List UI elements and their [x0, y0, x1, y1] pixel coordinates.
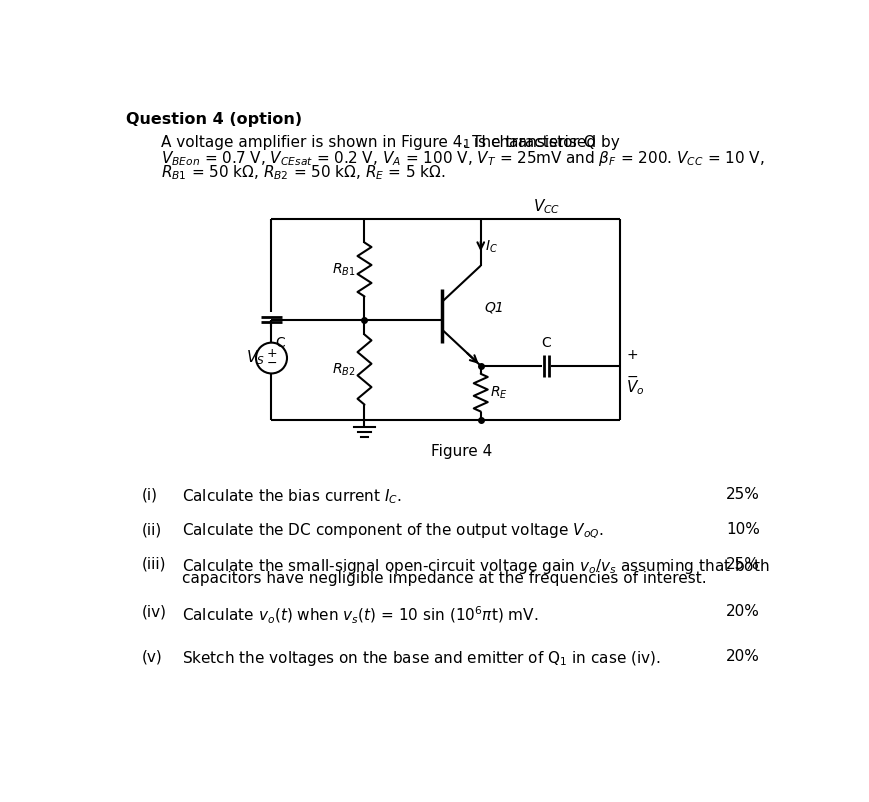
Text: Question 4 (option): Question 4 (option) [126, 111, 302, 127]
Text: Q1: Q1 [484, 301, 504, 315]
Text: 20%: 20% [725, 605, 759, 619]
Text: 20%: 20% [725, 649, 759, 664]
Text: (v): (v) [141, 649, 162, 664]
Text: Calculate $v_o(t)$ when $v_s(t)$ = 10 sin (10$^6\pi$t) mV.: Calculate $v_o(t)$ when $v_s(t)$ = 10 si… [182, 605, 538, 626]
Text: Calculate the DC component of the output voltage $V_{oQ}$.: Calculate the DC component of the output… [182, 522, 603, 541]
Text: Calculate the bias current $I_C$.: Calculate the bias current $I_C$. [182, 488, 402, 506]
Text: 25%: 25% [725, 488, 759, 502]
Text: $R_{B1}$: $R_{B1}$ [331, 261, 355, 277]
Text: capacitors have negligible impedance at the frequencies of interest.: capacitors have negligible impedance at … [182, 571, 706, 586]
Text: $I_C$: $I_C$ [484, 238, 497, 254]
Text: +: + [626, 348, 637, 362]
Text: 1: 1 [462, 138, 470, 151]
Text: $V_{BEon}$ = 0.7 V, $V_{CEsat}$ = 0.2 V, $V_A$ = 100 V, $V_T$ = 25mV and $\beta_: $V_{BEon}$ = 0.7 V, $V_{CEsat}$ = 0.2 V,… [162, 148, 765, 168]
Text: (iii): (iii) [141, 557, 166, 572]
Text: Figure 4: Figure 4 [430, 444, 492, 460]
Text: C: C [541, 336, 551, 350]
Text: $R_E$: $R_E$ [489, 384, 507, 401]
Text: $V_o$: $V_o$ [626, 378, 644, 397]
Text: (i): (i) [141, 488, 157, 502]
Text: Calculate the small-signal open-circuit voltage gain $v_o/v_s$ assuming that bot: Calculate the small-signal open-circuit … [182, 557, 769, 576]
Text: is characterised by: is characterised by [468, 135, 620, 150]
Text: (ii): (ii) [141, 522, 162, 537]
Text: $V_{CC}$: $V_{CC}$ [533, 196, 561, 216]
Text: −: − [626, 370, 637, 383]
Text: (iv): (iv) [141, 605, 166, 619]
Text: $R_{B1}$ = 50 kΩ, $R_{B2}$ = 50 kΩ, $R_E$ = 5 kΩ.: $R_{B1}$ = 50 kΩ, $R_{B2}$ = 50 kΩ, $R_E… [162, 164, 446, 182]
Text: 25%: 25% [725, 557, 759, 572]
Text: $R_{B2}$: $R_{B2}$ [331, 362, 355, 378]
Text: $V_S$: $V_S$ [246, 349, 265, 367]
Text: Sketch the voltages on the base and emitter of Q$_1$ in case (iv).: Sketch the voltages on the base and emit… [182, 649, 660, 668]
Text: A voltage amplifier is shown in Figure 4. The transistor Q: A voltage amplifier is shown in Figure 4… [162, 135, 595, 150]
Text: 10%: 10% [725, 522, 759, 537]
Text: +: + [266, 347, 276, 360]
Text: C: C [275, 337, 285, 350]
Text: −: − [266, 357, 276, 370]
